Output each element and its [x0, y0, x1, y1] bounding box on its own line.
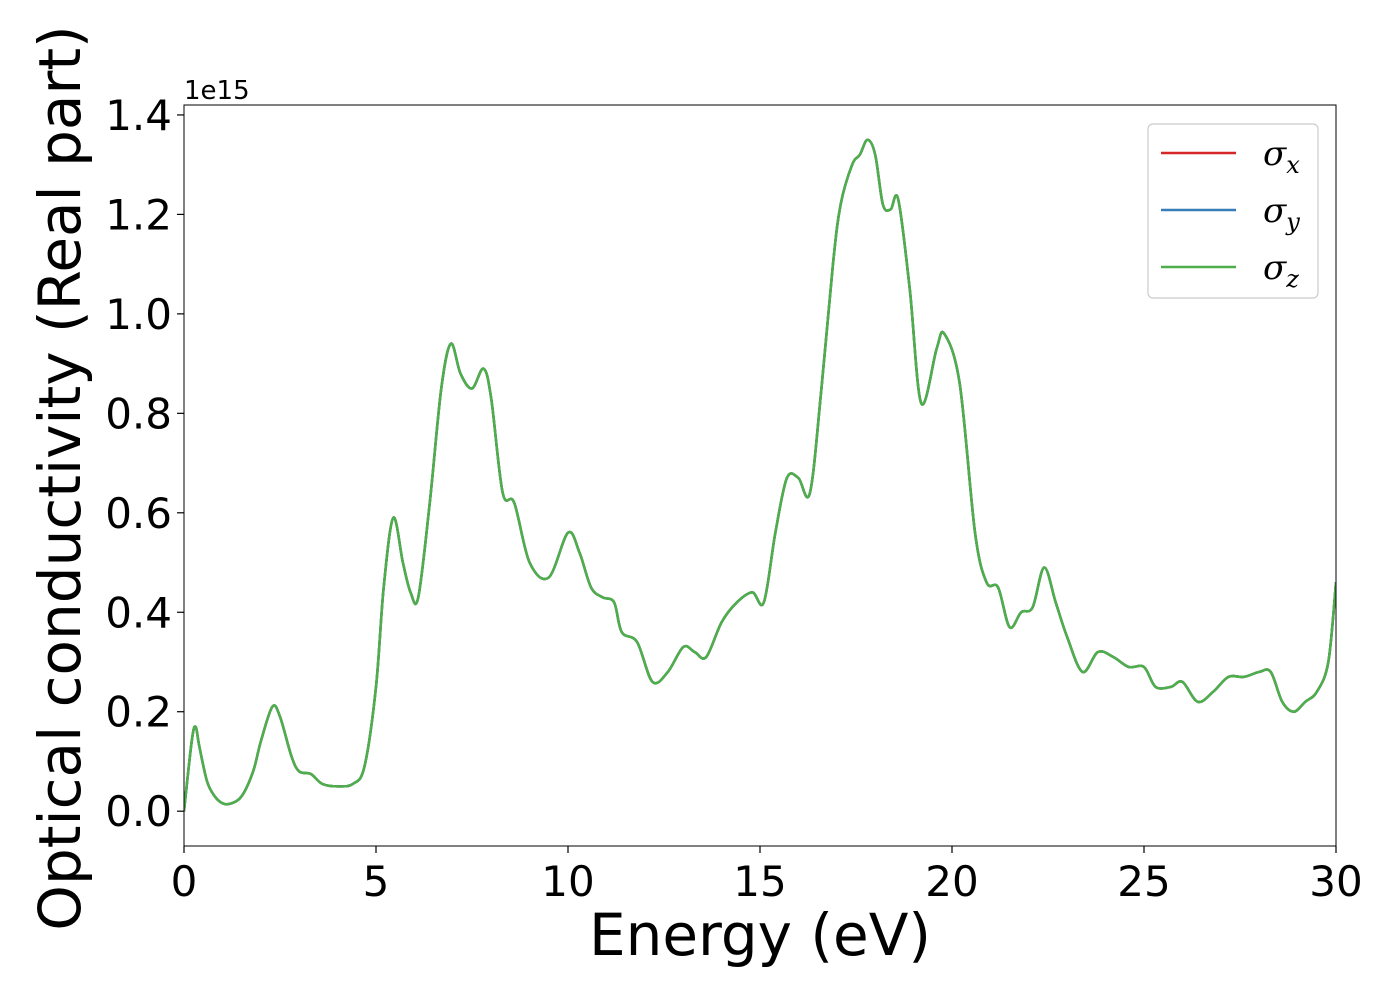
legend-label-x: σx [1263, 134, 1300, 179]
x-tick-label: 20 [925, 857, 978, 906]
legend-label-subscript: y [1285, 208, 1300, 236]
y-offset-label: 1e15 [184, 76, 250, 106]
x-tick-label: 25 [1117, 857, 1170, 906]
legend-label-subscript: z [1285, 265, 1299, 293]
x-tick-label: 15 [733, 857, 786, 906]
legend-label-subscript: x [1286, 151, 1300, 179]
y-tick-label: 1.2 [105, 190, 172, 239]
x-tick-label: 5 [363, 857, 390, 906]
y-tick-label: 0.4 [105, 588, 172, 637]
series-line-z [184, 138, 1336, 812]
legend-label-z: σz [1263, 248, 1299, 293]
x-tick-label: 10 [541, 857, 594, 906]
y-axis-label: Optical conductivity (Real part) [26, 25, 94, 930]
legend-label-base: σ [1263, 134, 1287, 174]
x-tick-label: 0 [171, 857, 198, 906]
y-tick-label: 0.0 [105, 787, 172, 836]
y-tick-label: 1.0 [105, 290, 172, 339]
x-tick-label: 30 [1309, 857, 1362, 906]
legend-label-base: σ [1263, 248, 1287, 288]
y-tick-label: 0.8 [105, 389, 172, 438]
ticks-layer: 0 5 10 15 20 25 30 0.0 0.2 0.4 0.6 0.8 1.0 1.2 1.4 [105, 91, 1363, 906]
series-layer [184, 138, 1336, 812]
legend-label-base: σ [1263, 191, 1287, 231]
y-tick-label: 0.2 [105, 688, 172, 737]
legend-label-y: σy [1263, 191, 1300, 236]
x-axis-label: Energy (eV) [589, 901, 931, 969]
y-tick-label: 1.4 [105, 91, 172, 140]
y-tick-label: 0.6 [105, 489, 172, 538]
